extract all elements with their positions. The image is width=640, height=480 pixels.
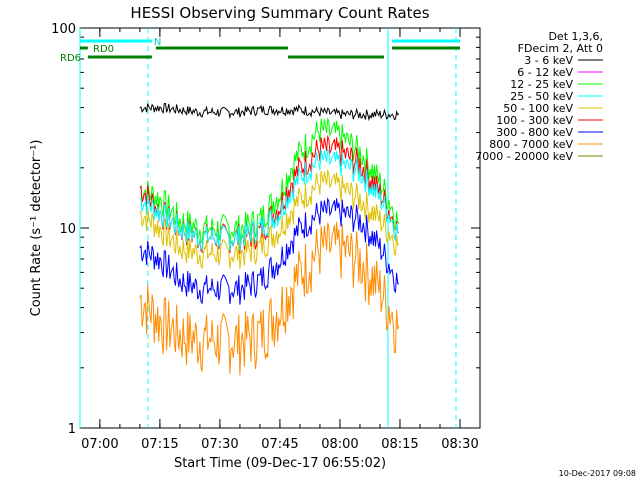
footer-timestamp: 10-Dec-2017 09:08	[559, 469, 636, 478]
flag-n-label: N	[154, 37, 161, 48]
plot-frame	[79, 27, 481, 429]
y-tick-label: 10	[59, 222, 76, 237]
y-tick-label: 100	[51, 22, 76, 37]
series-line	[139, 221, 400, 376]
series-line	[139, 147, 399, 252]
legend-label: 12 - 25 keV	[510, 78, 573, 91]
legend-label: 3 - 6 keV	[524, 54, 573, 67]
x-tick-label: 07:00	[81, 437, 118, 452]
series-line	[139, 116, 400, 245]
x-tick-label: 07:45	[261, 437, 298, 452]
x-axis-label: Start Time (09-Dec-17 06:55:02)	[174, 456, 386, 471]
x-tick-label: 08:00	[321, 437, 358, 452]
legend-label: 100 - 300 keV	[496, 114, 573, 127]
x-tick-label: 07:30	[201, 437, 238, 452]
series-line	[139, 168, 400, 270]
y-tick-label: 1	[68, 422, 76, 437]
flag-bar-label: RD0	[93, 44, 114, 55]
legend-label: 300 - 800 keV	[496, 126, 573, 139]
series-line	[139, 197, 399, 305]
x-tick-label: 08:30	[441, 437, 478, 452]
legend-header: FDecim 2, Att 0	[518, 42, 603, 55]
y-axis-label: Count Rate (s⁻¹ detector⁻¹)	[29, 140, 44, 317]
chart-title: HESSI Observing Summary Count Rates	[130, 4, 429, 22]
legend-header: Det 1,3,6,	[548, 30, 603, 43]
legend-label: 50 - 100 keV	[503, 102, 573, 115]
series-line	[139, 102, 400, 122]
x-tick-label: 08:15	[381, 437, 418, 452]
x-tick-label: 07:15	[141, 437, 178, 452]
legend-label: 7000 - 20000 keV	[475, 150, 573, 163]
legend-label: 800 - 7000 keV	[489, 138, 573, 151]
legend-label: 6 - 12 keV	[517, 66, 573, 79]
legend-label: 25 - 50 keV	[510, 90, 573, 103]
flag-bar-label: RD6	[60, 53, 81, 64]
